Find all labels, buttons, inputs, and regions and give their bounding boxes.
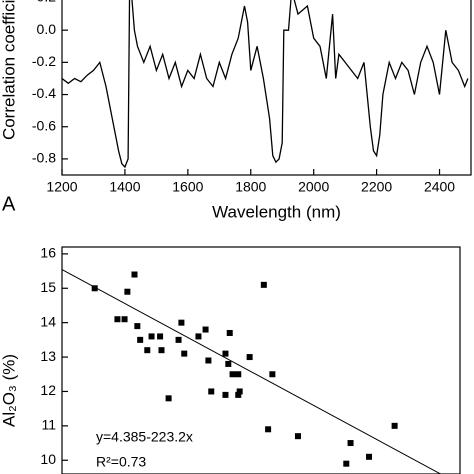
point (114, 316, 121, 323)
y-tick-label: 0.0 (37, 21, 57, 37)
y-axis-title: Al₂O₃ (%) (0, 354, 18, 427)
fit-line (62, 269, 442, 474)
point (181, 350, 188, 357)
point (195, 333, 202, 340)
point (175, 336, 182, 343)
y-tick-label: 13 (40, 348, 56, 364)
x-tick-label: 2200 (361, 179, 392, 195)
y-tick-label: -0.8 (32, 150, 56, 166)
y-tick-label: 14 (40, 313, 56, 329)
point (178, 319, 185, 326)
y-tick-label: -0.2 (32, 53, 56, 69)
point (347, 440, 354, 447)
panel-label: A (2, 193, 16, 215)
point (202, 326, 209, 333)
point (205, 357, 212, 364)
x-axis-title: Wavelength (nm) (212, 202, 341, 221)
point (391, 422, 398, 429)
plot-frame (61, 0, 472, 176)
annotation: y=4.385-223.2x (96, 429, 193, 445)
point (208, 388, 215, 395)
point (158, 347, 165, 354)
point (235, 391, 242, 398)
plot-frame (61, 246, 461, 474)
y-tick-label: 12 (40, 382, 56, 398)
point (157, 333, 164, 340)
y-tick-label: 0.2 (37, 0, 57, 5)
point (260, 281, 267, 288)
point (246, 354, 253, 361)
point (124, 288, 131, 295)
x-tick-label: 1600 (172, 179, 203, 195)
point (222, 391, 229, 398)
data-line (62, 0, 469, 169)
point (222, 350, 229, 357)
y-tick-label: 15 (40, 279, 56, 295)
point (229, 371, 236, 378)
y-tick-label: -0.4 (32, 85, 56, 101)
x-tick-label: 2000 (298, 179, 329, 195)
point (134, 323, 141, 330)
x-tick-label: 1800 (235, 179, 266, 195)
point (225, 360, 232, 367)
plot-area (62, 269, 442, 474)
point (131, 271, 138, 278)
y-axis-title: Correlation coefficient (0, 0, 18, 140)
point (366, 453, 373, 460)
y-tick-label: 16 (40, 245, 56, 261)
point (226, 329, 233, 336)
point (236, 388, 243, 395)
point (144, 347, 151, 354)
point (165, 395, 172, 402)
x-tick-label: 2400 (424, 179, 455, 195)
annotation: R²=0.73 (96, 454, 146, 470)
point (265, 426, 272, 433)
y-tick-label: 11 (41, 417, 56, 433)
point (294, 433, 301, 440)
point (137, 336, 144, 343)
x-tick-label: 1200 (46, 179, 77, 195)
point (91, 285, 98, 292)
point (343, 460, 350, 467)
plot-area (62, 0, 469, 169)
point (148, 333, 155, 340)
y-tick-label: 10 (40, 451, 56, 467)
point (269, 371, 276, 378)
point (121, 316, 128, 323)
point (235, 371, 242, 378)
x-tick-label: 1400 (109, 179, 140, 195)
y-tick-label: -0.6 (32, 117, 56, 133)
